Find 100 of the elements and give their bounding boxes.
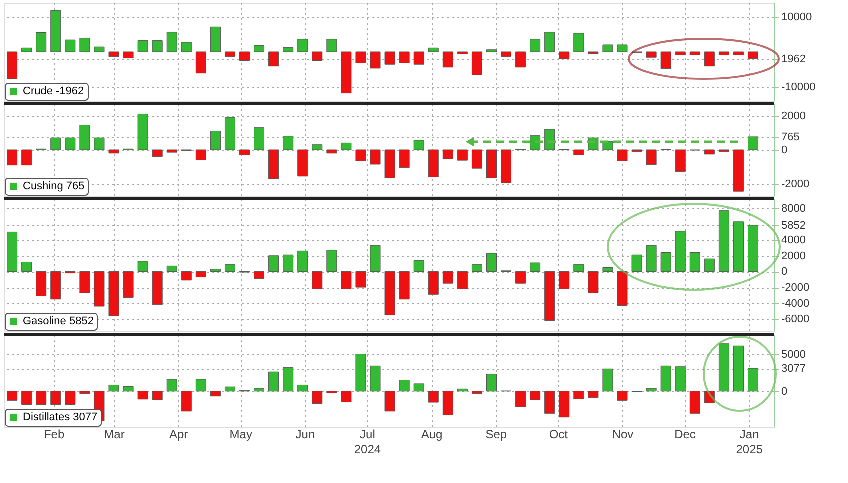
bar [602,44,614,52]
bar [632,254,642,272]
bar [472,52,482,76]
bar [384,150,396,178]
y-tick-label: 5852 [782,220,806,232]
bar [748,368,758,392]
bar [690,52,700,56]
bar [384,271,396,316]
bar [341,52,352,94]
bar [442,52,454,68]
bar [544,271,556,321]
bar [428,391,439,403]
bar [472,264,482,272]
bar [7,52,18,80]
bar [530,391,541,400]
bar [152,40,163,52]
y-tick-label: 10000 [782,12,812,24]
bar [486,374,497,392]
bar [108,52,120,58]
y-tick-label: 0 [782,386,788,398]
bar [675,231,686,272]
bar [516,271,526,284]
legend-label: Crude -1962 [23,86,84,98]
bar [36,391,47,405]
bar [210,26,221,52]
bar [602,268,614,272]
bar [224,52,236,58]
bar [283,254,294,272]
bar [370,245,381,272]
bar [196,379,206,392]
bar [298,39,308,52]
bar [501,150,512,184]
legend-label: Gasoline 5852 [23,316,94,328]
bar [312,391,323,404]
bar [94,271,105,307]
bar [486,253,497,272]
x-tick-label: Oct [549,428,569,442]
bar [544,129,556,150]
x-tick-label: Aug [421,428,443,442]
bar [65,391,76,405]
bar [341,271,352,290]
bar [166,266,178,272]
bar [166,150,178,153]
bar [384,391,396,412]
bar [428,271,439,295]
bar [414,52,424,65]
bar [356,354,366,392]
bar [660,52,672,70]
bar [138,114,148,150]
x-tick-label: Jun [296,428,316,442]
bar [298,384,308,392]
x-tick-label: Feb [44,428,65,442]
bar [733,346,744,392]
bar [457,150,468,161]
bar [283,136,294,150]
bar [108,384,120,392]
bar [414,384,424,392]
bar [7,232,18,272]
bar [268,150,280,180]
bar [196,150,206,160]
bar [7,150,18,166]
bar [326,250,338,272]
bar [718,52,730,56]
bar [210,391,221,397]
bar [210,269,221,272]
bar [254,388,265,392]
bar [428,48,439,52]
bar [65,40,76,52]
bar [298,250,308,272]
bar [298,150,308,177]
bar [574,150,584,156]
bar [166,379,178,392]
bar [733,222,744,272]
bar [22,391,32,405]
bar [80,125,90,150]
x-tick-label: Jan 2025 [736,428,764,456]
bar [341,391,352,402]
bar [675,52,686,56]
bar [240,150,250,156]
bar [516,52,526,68]
bar [442,391,454,416]
bar [472,391,482,394]
series-label: Cushing 765 [23,180,85,192]
bar [733,52,744,56]
bar [94,46,105,52]
bar [617,271,628,306]
bar [690,391,700,414]
bar [181,271,192,281]
bar [428,150,439,178]
x-tick-label: May [230,428,252,442]
bar [660,252,672,272]
bar [414,260,424,272]
y-tick-label: 1962 [782,53,806,66]
bar [341,142,352,150]
y-tick-label: 0 [782,144,788,156]
bar [152,271,163,306]
x-tick-label: Mar [104,428,125,442]
bar [80,391,90,394]
bar [472,150,482,169]
bar [516,391,526,408]
